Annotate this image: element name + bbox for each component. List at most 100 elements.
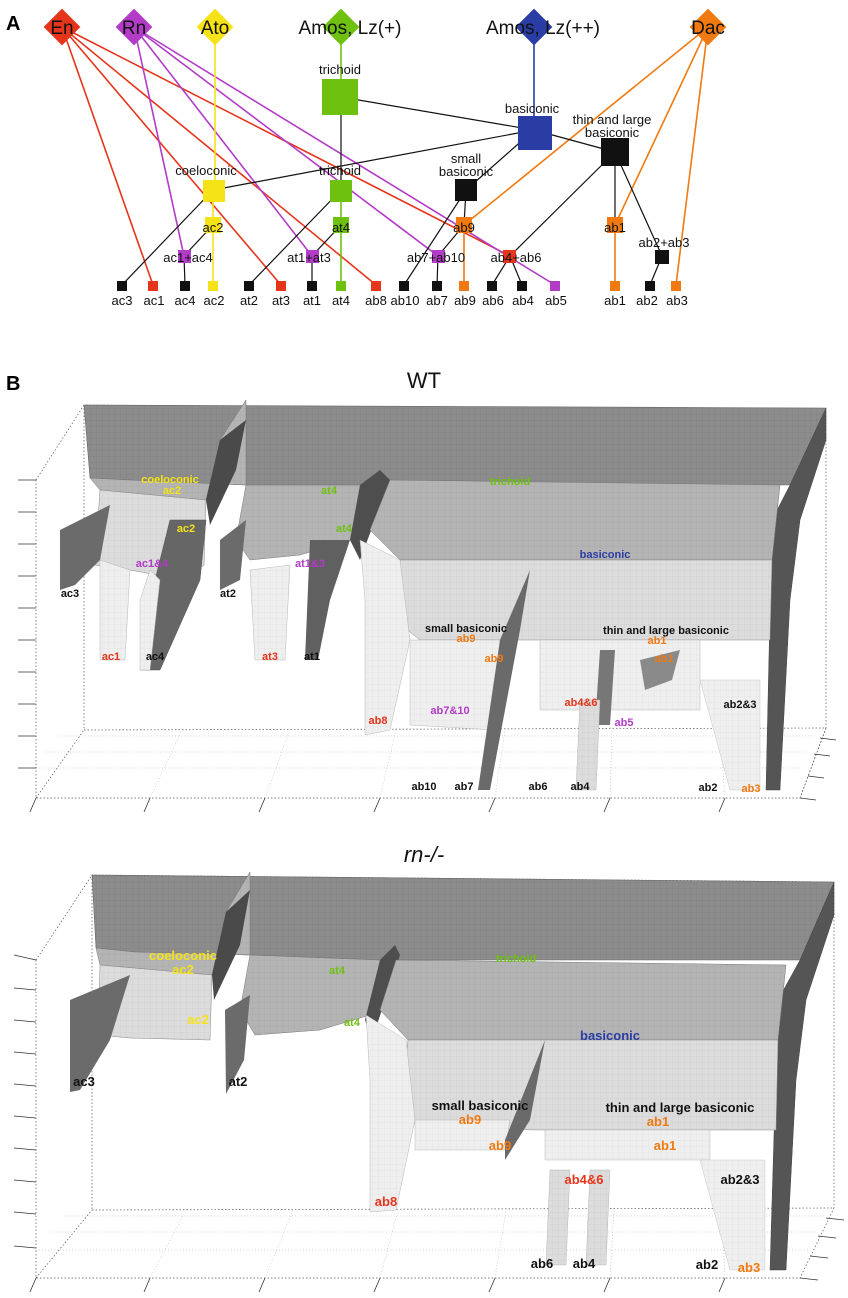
leaf-labels: ac3 ac1 ac4 ac2 at2 at3 at1 at4 ab8 ab10… <box>112 293 688 308</box>
leaf-label: at4 <box>332 293 350 308</box>
factor-ato-diamond <box>196 8 234 46</box>
wt-ab2-column <box>699 679 761 791</box>
node-label: basiconic <box>585 125 640 140</box>
wt-label-ab2: ab2 <box>699 782 718 794</box>
rn-label-ab2-3: ab2&3 <box>720 1172 759 1187</box>
wt-label-at2: at2 <box>220 588 236 600</box>
wt-label-at3: at3 <box>262 651 278 663</box>
leaf-ab1 <box>610 281 620 291</box>
leaf-ac4 <box>180 281 190 291</box>
factor-amos-lz2-diamond <box>515 8 553 46</box>
leaf-label: ab7 <box>426 293 448 308</box>
node-label: ab4+ab6 <box>491 250 542 265</box>
node-at1-at3 <box>306 250 319 263</box>
rn-ticks <box>13 954 845 1293</box>
rn-label-coeloconic: coeloconic <box>149 948 217 963</box>
leaf-label: ac4 <box>175 293 196 308</box>
wt-ab8-column <box>359 539 411 736</box>
factor-dac-diamond <box>689 8 727 46</box>
wt-label-ab7: ab7 <box>455 781 474 793</box>
wt-label-trichoid: trichoid <box>490 476 530 488</box>
leaf-nodes <box>117 281 681 291</box>
leaf-at2 <box>244 281 254 291</box>
leaf-label: ab1 <box>604 293 626 308</box>
wt-ticks <box>18 479 837 813</box>
panel-a-letter: A <box>6 13 20 35</box>
wt-labels: coeloconic ac2 ac2 ac1&4 ac3 ac1 ac4 at4… <box>61 474 761 795</box>
factor-label: Rn <box>122 18 146 39</box>
rn-labels: coeloconic ac2 ac2 ac3 at4 at4 at2 trich… <box>73 948 760 1275</box>
rn-ab8-column <box>365 1014 416 1213</box>
node-at4 <box>333 217 349 233</box>
factor-label: Dac <box>691 18 725 39</box>
leaf-label: at1 <box>303 293 321 308</box>
rn-trichoid-block <box>239 954 386 1036</box>
rn-ab9-dark <box>505 1040 545 1160</box>
wt-at-fold <box>305 540 350 660</box>
rn-label-ab4: ab4 <box>573 1256 596 1271</box>
wt-label-ab4-6: ab4&6 <box>564 697 597 709</box>
rn-label-ac2-top: ac2 <box>172 962 194 977</box>
wt-ac1-column <box>99 559 131 661</box>
rn-ab4-column <box>585 1169 611 1266</box>
node-label: ac2 <box>203 220 224 235</box>
wt-title: WT <box>407 368 441 393</box>
factor-label: En <box>50 18 73 39</box>
rn-grid-floor <box>36 1209 824 1279</box>
panel-a: A <box>6 8 727 308</box>
node-trichoid-top <box>322 79 358 115</box>
factor-rn-diamond <box>115 8 153 46</box>
wt-root-surface <box>83 404 827 486</box>
leaf-label: at2 <box>240 293 258 308</box>
leaf-label: at3 <box>272 293 290 308</box>
wt-label-ac4: ac4 <box>146 651 165 663</box>
tree-edges <box>61 26 709 286</box>
wt-at3-column <box>249 564 291 661</box>
wt-ab4-column <box>575 699 601 791</box>
node-coeloconic <box>203 180 225 202</box>
leaf-ab5 <box>550 281 560 291</box>
leaf-ab6 <box>487 281 497 291</box>
node-label: small <box>451 151 481 166</box>
rn-at-dark <box>365 945 400 1040</box>
leaf-label: ab5 <box>545 293 567 308</box>
leaf-ab10 <box>399 281 409 291</box>
leaf-ab9 <box>459 281 469 291</box>
wt-label-ab6: ab6 <box>529 781 548 793</box>
rn-basiconic-lower <box>399 1039 779 1131</box>
leaf-at3 <box>276 281 286 291</box>
wt-label-thin-large: thin and large basiconic <box>603 625 729 637</box>
wt-label-ac2-top: ac2 <box>163 485 181 497</box>
rn-label-ab2: ab2 <box>696 1257 718 1272</box>
node-ac1-ac4 <box>178 250 191 263</box>
rn-label-thin-large: thin and large basiconic <box>606 1100 755 1115</box>
node-label: at4 <box>332 220 350 235</box>
wt-label-ab10: ab10 <box>411 781 436 793</box>
rn-ab2-column <box>699 1159 766 1271</box>
leaf-ab7 <box>432 281 442 291</box>
wt-label-ab7-10: ab7&10 <box>430 705 469 717</box>
rn-label-ab9-mid: ab9 <box>489 1138 511 1153</box>
wt-label-ab1-mid: ab1 <box>655 653 674 665</box>
leaf-label: ab6 <box>482 293 504 308</box>
wt-label-ab8: ab8 <box>369 715 388 727</box>
leaf-label: ac2 <box>204 293 225 308</box>
panel-b-letter: B <box>6 373 20 395</box>
node-label: basiconic <box>439 164 494 179</box>
wt-label-at1-3: at1&3 <box>295 558 325 570</box>
wt-basiconic-block <box>369 479 781 561</box>
rn-right-wall <box>769 881 835 1271</box>
node-label: ab7+ab10 <box>407 250 465 265</box>
wt-label-ac1: ac1 <box>102 651 120 663</box>
rn-label-ab1-top: ab1 <box>647 1114 669 1129</box>
rn-label-ab9-top: ab9 <box>459 1112 481 1127</box>
rn-label-ab4-6: ab4&6 <box>564 1172 603 1187</box>
leaf-label: ab10 <box>391 293 420 308</box>
node-ab1 <box>607 217 623 233</box>
wt-label-ac2-mid: ac2 <box>177 523 195 535</box>
leaf-at1 <box>307 281 317 291</box>
wt-right-wall <box>765 407 827 791</box>
rn-label-trichoid: trichoid <box>496 953 536 965</box>
wt-label-at1: at1 <box>304 651 320 663</box>
